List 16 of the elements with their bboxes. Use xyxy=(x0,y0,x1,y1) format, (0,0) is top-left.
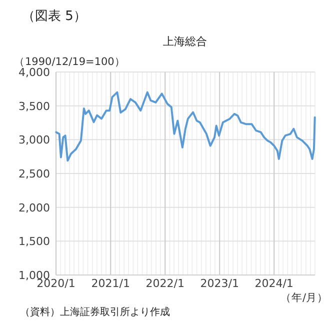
y-tick-label: 4,000 xyxy=(18,66,50,79)
x-tick-label: 2021/1 xyxy=(91,277,130,290)
x-axis-title: （年/月） xyxy=(280,292,328,304)
x-tick-label: 2024/1 xyxy=(254,277,294,290)
y-tick-label: 2,000 xyxy=(18,201,50,214)
y-tick-label: 3,500 xyxy=(18,100,50,113)
x-tick-label: 2023/1 xyxy=(200,277,239,290)
y-tick-label: 3,000 xyxy=(18,134,50,147)
y-axis-title: （1990/12/19=100） xyxy=(14,56,126,68)
y-tick-label: 2,500 xyxy=(18,168,50,180)
y-tick-label: 1,500 xyxy=(18,235,50,248)
line-series xyxy=(55,91,316,162)
x-tick-label: 2022/1 xyxy=(146,277,184,290)
chart-subtitle: 上海総合 xyxy=(163,35,207,48)
chart-title: （図表 5） xyxy=(22,9,86,24)
text: （資料）上海証券取引所より作成 xyxy=(20,306,170,318)
